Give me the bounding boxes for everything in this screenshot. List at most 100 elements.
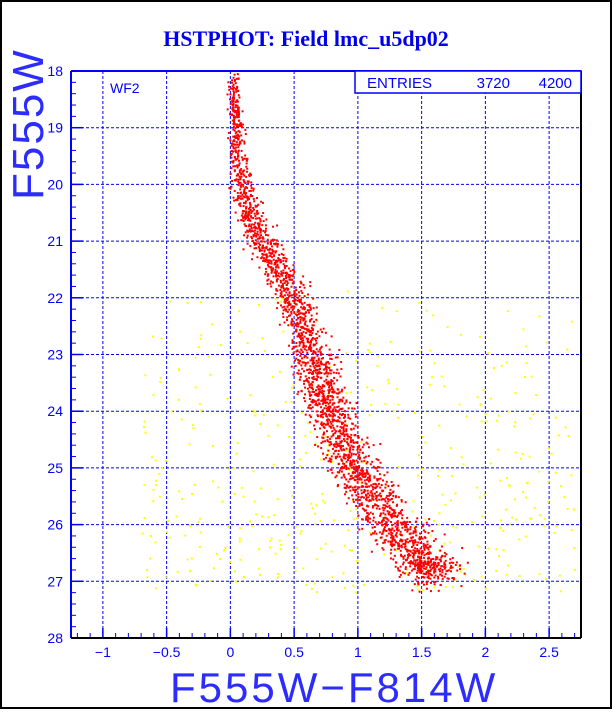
data-point-selected xyxy=(415,571,418,574)
data-point-selected xyxy=(358,499,361,502)
data-point-selected xyxy=(392,484,395,487)
data-point-rejected xyxy=(254,414,257,417)
data-point-selected xyxy=(394,525,397,528)
data-point-selected xyxy=(253,200,256,203)
data-point-selected xyxy=(341,459,344,462)
data-point-selected xyxy=(236,173,239,176)
data-point-rejected xyxy=(555,525,558,528)
data-point-selected xyxy=(351,477,354,480)
data-point-selected xyxy=(281,282,284,285)
data-point-selected xyxy=(332,388,335,391)
data-point-selected xyxy=(341,422,344,425)
data-point-selected xyxy=(427,557,430,560)
data-point-selected xyxy=(420,553,423,556)
data-point-selected xyxy=(392,490,395,493)
data-point-selected xyxy=(390,497,393,500)
data-point-selected xyxy=(418,536,421,539)
data-point-selected xyxy=(232,93,235,96)
data-point-selected xyxy=(324,404,327,407)
data-point-selected xyxy=(390,536,393,539)
data-point-selected xyxy=(316,420,319,423)
data-point-selected xyxy=(328,418,331,421)
data-point-selected xyxy=(338,471,341,474)
data-point-selected xyxy=(247,207,250,210)
data-point-selected xyxy=(282,312,285,315)
data-point-selected xyxy=(328,405,331,408)
data-point-rejected xyxy=(386,484,389,487)
data-point-selected xyxy=(357,445,360,448)
data-point-selected xyxy=(241,123,244,126)
data-point-selected xyxy=(298,351,301,354)
data-point-rejected xyxy=(274,552,277,555)
data-point-selected xyxy=(359,469,362,472)
data-point-selected xyxy=(266,238,269,241)
data-point-selected xyxy=(350,461,353,464)
data-point-rejected xyxy=(294,570,297,573)
data-point-selected xyxy=(314,419,317,422)
data-point-selected xyxy=(321,331,324,334)
data-point-rejected xyxy=(351,549,354,552)
data-point-selected xyxy=(309,306,312,309)
data-point-selected xyxy=(352,498,355,501)
data-point-selected xyxy=(421,565,424,568)
data-point-selected xyxy=(326,410,329,413)
data-point-selected xyxy=(235,99,238,102)
data-point-selected xyxy=(416,569,419,572)
data-point-selected xyxy=(382,516,385,519)
data-point-selected xyxy=(275,307,278,310)
data-point-selected xyxy=(393,529,396,532)
data-point-selected xyxy=(249,209,252,212)
data-point-selected xyxy=(229,187,232,190)
data-point-selected xyxy=(237,219,240,222)
data-point-selected xyxy=(368,485,371,488)
data-point-selected xyxy=(309,368,312,371)
data-point-rejected xyxy=(543,524,546,527)
data-point-selected xyxy=(336,410,339,413)
data-point-selected xyxy=(258,237,261,240)
data-point-rejected xyxy=(313,582,316,585)
data-point-selected xyxy=(329,369,332,372)
data-point-selected xyxy=(429,566,432,569)
data-point-selected xyxy=(360,485,363,488)
data-point-selected xyxy=(385,496,388,499)
data-point-selected xyxy=(235,141,238,144)
data-point-selected xyxy=(258,250,261,253)
data-point-selected xyxy=(447,577,450,580)
data-point-selected xyxy=(437,568,440,571)
data-point-selected xyxy=(334,419,337,422)
data-point-rejected xyxy=(331,576,334,579)
data-point-selected xyxy=(402,542,405,545)
data-point-selected xyxy=(307,309,310,312)
data-point-selected xyxy=(264,229,267,232)
data-point-rejected xyxy=(299,458,302,461)
data-point-selected xyxy=(248,225,251,228)
data-point-selected xyxy=(422,523,425,526)
data-point-selected xyxy=(394,565,397,568)
data-point-selected xyxy=(238,131,241,134)
data-point-rejected xyxy=(381,306,384,309)
data-point-selected xyxy=(393,539,396,542)
data-point-selected xyxy=(314,339,317,342)
data-point-selected xyxy=(371,486,374,489)
data-point-selected xyxy=(383,507,386,510)
data-point-selected xyxy=(398,575,401,578)
data-point-selected xyxy=(391,540,394,543)
data-point-selected xyxy=(393,510,396,513)
data-point-selected xyxy=(392,515,395,518)
data-point-selected xyxy=(327,418,330,421)
data-point-selected xyxy=(271,245,274,248)
data-point-selected xyxy=(272,267,275,270)
data-point-selected xyxy=(243,191,246,194)
data-point-selected xyxy=(302,283,305,286)
data-point-selected xyxy=(285,271,288,274)
data-point-selected xyxy=(325,407,328,410)
data-point-rejected xyxy=(200,409,203,412)
data-point-selected xyxy=(439,583,442,586)
data-point-selected xyxy=(339,432,342,435)
data-point-rejected xyxy=(376,355,379,358)
data-point-rejected xyxy=(495,548,498,551)
data-point-selected xyxy=(310,382,313,385)
data-point-selected xyxy=(226,93,229,96)
data-point-rejected xyxy=(200,334,203,337)
data-point-selected xyxy=(266,264,269,267)
